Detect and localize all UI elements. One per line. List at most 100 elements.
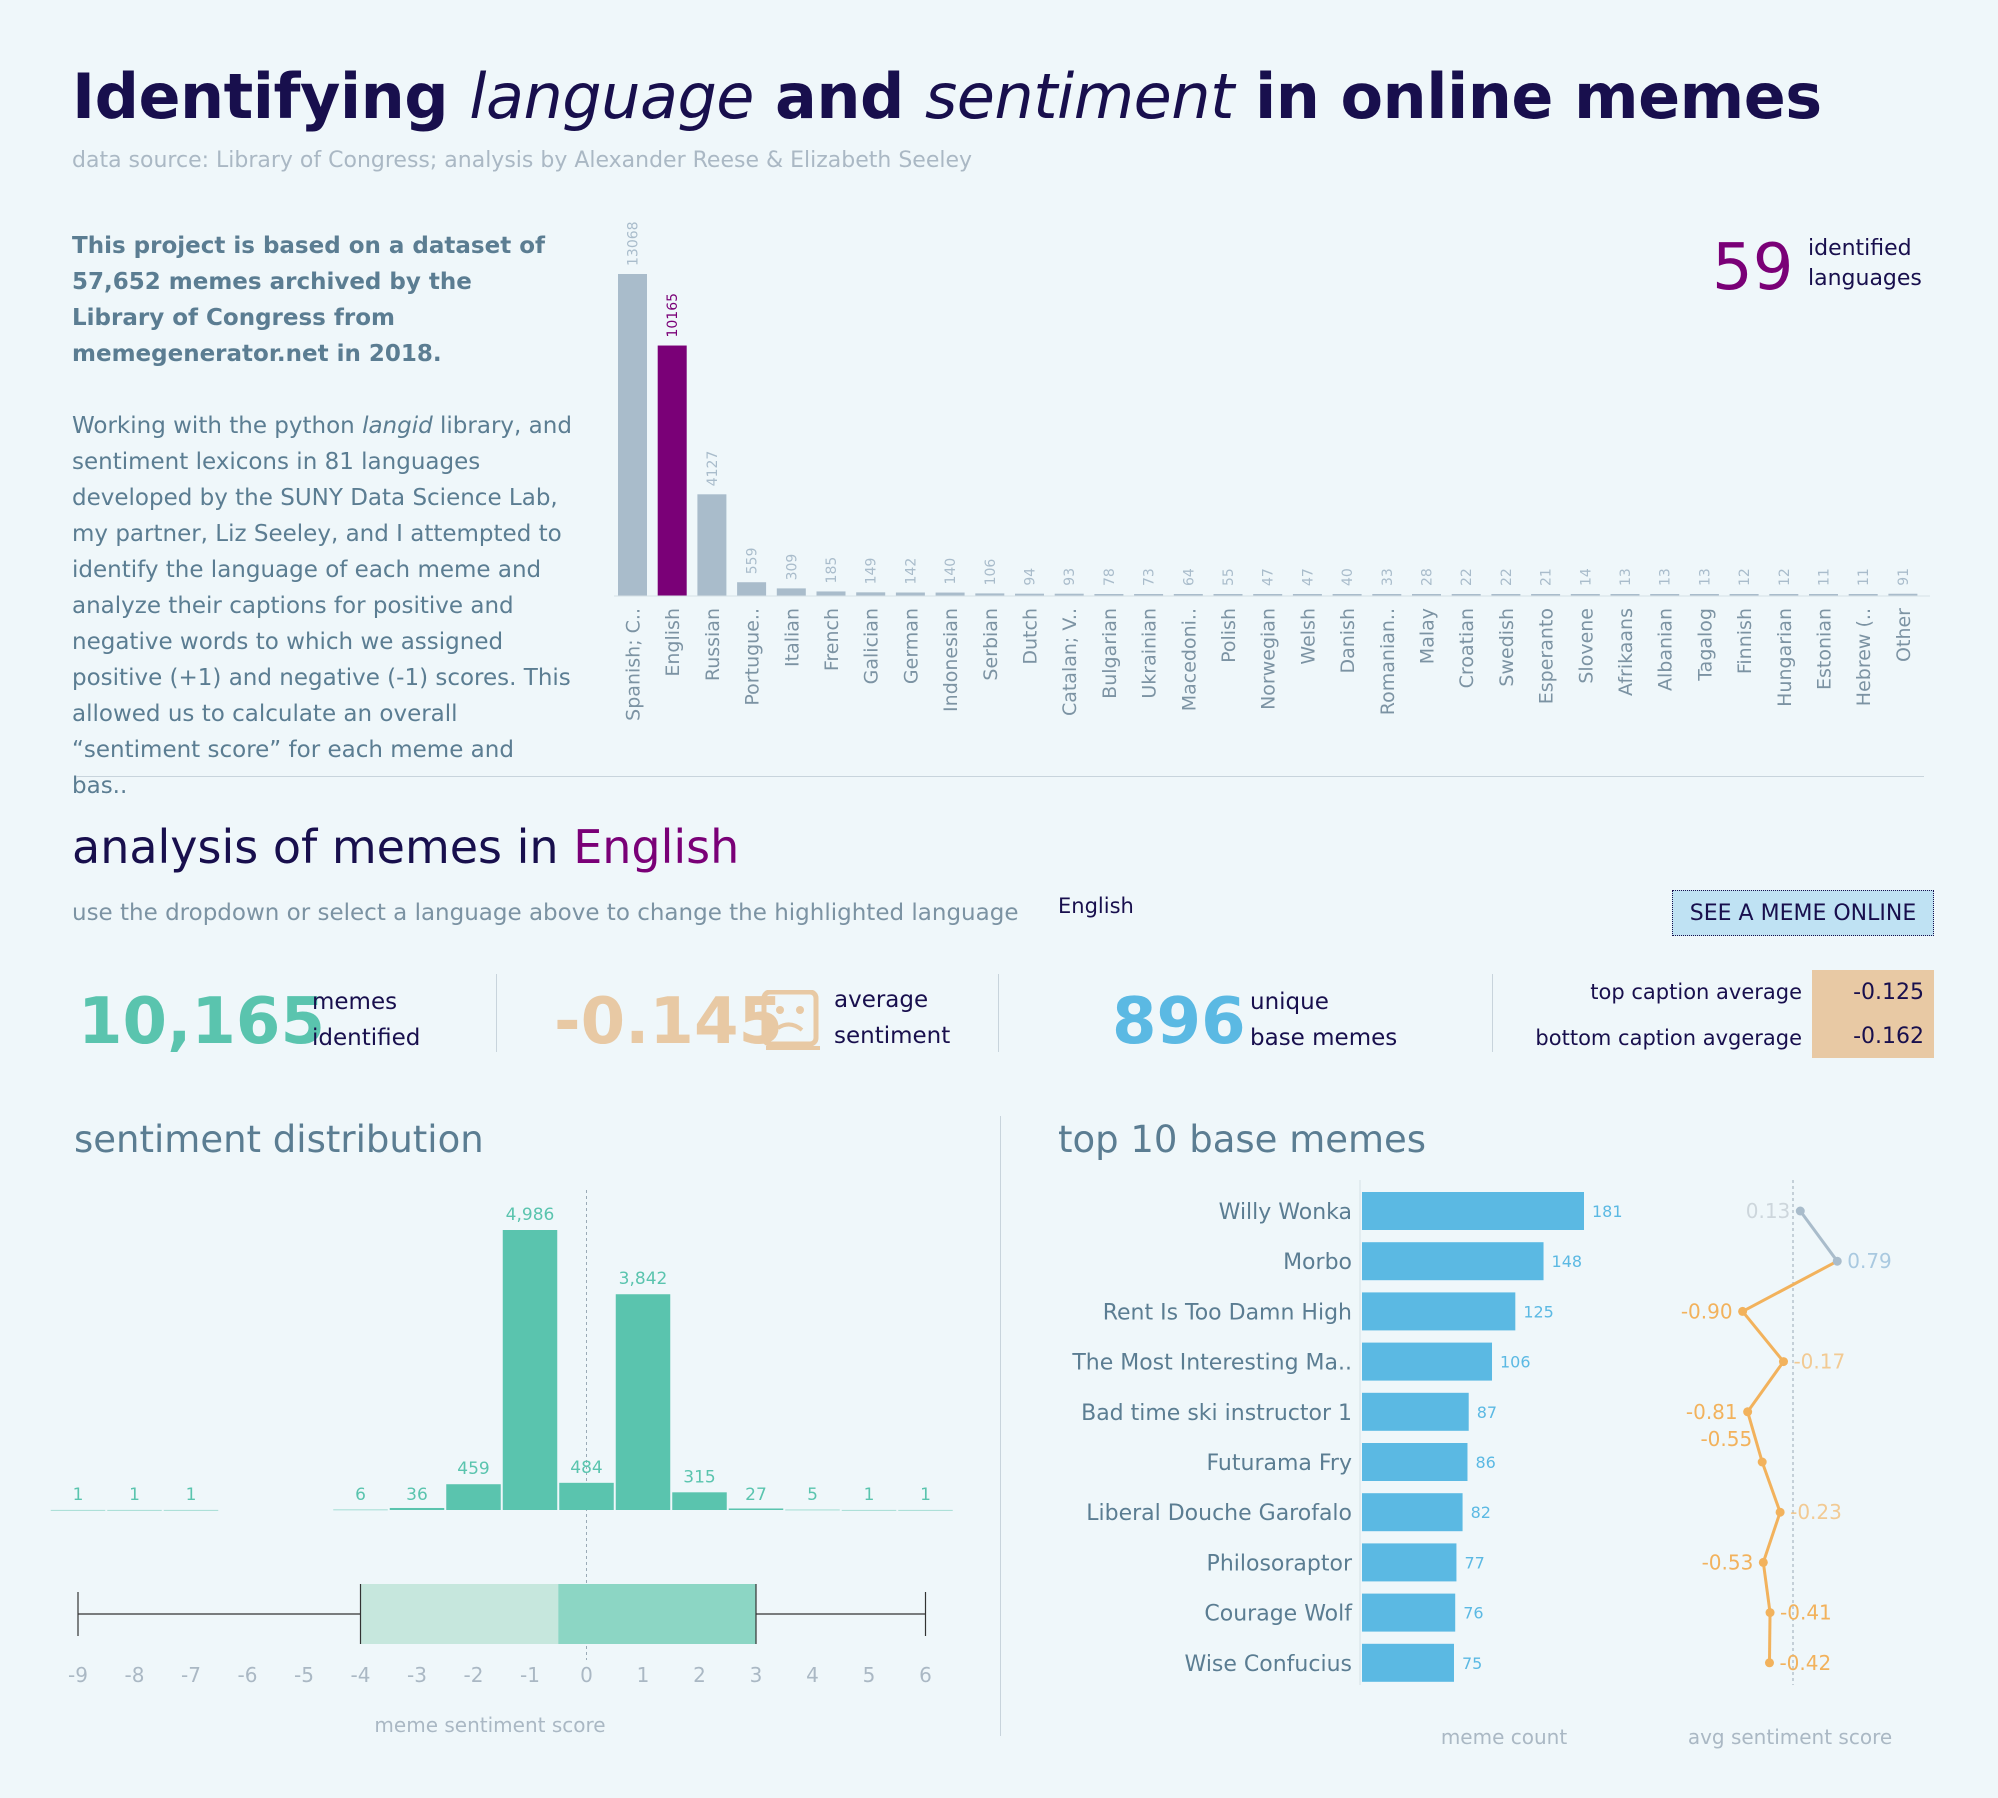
sentiment-value-label: -0.17 [1793, 1350, 1845, 1374]
dist-value-label: 459 [457, 1459, 489, 1479]
dist-value-label: 4,986 [506, 1205, 555, 1225]
memes-identified-value: 10,165 [78, 985, 325, 1059]
lang-category-label: Croatian [1456, 608, 1478, 688]
lang-bar-15[interactable] [1173, 594, 1203, 596]
lang-value-label: 12 [1737, 568, 1753, 586]
lang-bar-1[interactable] [618, 274, 647, 596]
sentiment-point [1757, 1457, 1767, 1467]
lang-value-label: 13 [1618, 568, 1634, 586]
dist-value-label: 3,842 [619, 1269, 668, 1289]
lang-category-label: Other [1893, 608, 1915, 662]
lang-bar-10[interactable] [975, 593, 1005, 596]
lang-value-label: 93 [1062, 568, 1078, 586]
lang-bar-4[interactable] [737, 582, 767, 596]
dist-tick-label: 0 [580, 1663, 593, 1687]
dist-bar [672, 1492, 727, 1510]
sentiment-line-segment [1741, 1310, 1785, 1363]
languages-count: 59 [1712, 231, 1794, 305]
top10-bar [1362, 1493, 1463, 1532]
sentiment-line-segment [1760, 1461, 1782, 1513]
lang-bar-8[interactable] [895, 592, 925, 596]
lang-bar-3[interactable] [697, 494, 727, 596]
lang-bar-24[interactable] [1531, 594, 1561, 596]
top10-value-label: 148 [1552, 1252, 1583, 1271]
sentiment-line-segment [1761, 1562, 1772, 1613]
lang-category-label: Spanish; C.. [623, 608, 645, 721]
lang-bar-18[interactable] [1292, 594, 1322, 596]
lang-bar-5[interactable] [776, 588, 806, 596]
sentiment-point [1765, 1608, 1775, 1618]
lang-bar-29[interactable] [1729, 594, 1759, 596]
dist-tick-label: -1 [520, 1663, 540, 1687]
lang-value-label: 4127 [705, 451, 721, 487]
top10-bar [1362, 1543, 1457, 1582]
confused-face-icon [761, 990, 820, 1050]
dist-value-label: 1 [186, 1485, 197, 1505]
top10-axis-label: meme count [1441, 1725, 1568, 1749]
bottom-caption-label: bottom caption avgerage [1535, 1026, 1802, 1050]
dist-tick-label: -5 [294, 1663, 314, 1687]
top10-value-label: 86 [1475, 1453, 1495, 1472]
lang-value-label: 140 [943, 558, 959, 585]
boxplot-upper-box [558, 1584, 756, 1644]
lang-bar-2[interactable] [657, 345, 687, 596]
lang-category-label: Welsh [1297, 608, 1319, 665]
lang-bar-14[interactable] [1134, 594, 1164, 596]
lang-bar-30[interactable] [1769, 594, 1799, 596]
lang-bar-22[interactable] [1451, 594, 1481, 596]
lang-bar-21[interactable] [1412, 594, 1441, 596]
language-dropdown[interactable]: English [1058, 894, 1134, 918]
lang-value-label: 22 [1499, 568, 1515, 586]
top10-bar [1362, 1643, 1454, 1682]
lang-bar-31[interactable] [1809, 594, 1838, 596]
lang-bar-33[interactable] [1888, 593, 1918, 596]
lang-bar-11[interactable] [1015, 593, 1044, 596]
top10-base-memes-chart: Willy Wonka 181 Morbo 148 Rent Is Too Damn H… [1071, 1180, 1892, 1749]
lang-bar-7[interactable] [856, 592, 886, 596]
lang-bar-28[interactable] [1689, 594, 1719, 596]
see-meme-online-button[interactable]: SEE A MEME ONLINE [1672, 890, 1934, 936]
distribution-title: sentiment distribution [74, 1118, 484, 1161]
average-sentiment-label: average sentiment [834, 987, 951, 1049]
lang-category-label: Ukrainian [1139, 608, 1161, 699]
dist-bar [841, 1509, 897, 1511]
lang-value-label: 40 [1340, 568, 1356, 586]
lang-value-label: 149 [864, 558, 880, 585]
lang-category-label: Hebrew (.. [1853, 608, 1875, 706]
top10-value-label: 181 [1592, 1202, 1623, 1221]
lang-bar-19[interactable] [1332, 594, 1362, 596]
sentiment-axis-label: avg sentiment score [1688, 1725, 1892, 1749]
kpi-separator [998, 974, 999, 1052]
top10-meme-label: Rent Is Too Damn High [1103, 1300, 1352, 1325]
dist-tick-label: 6 [919, 1663, 932, 1687]
lang-bar-6[interactable] [816, 591, 846, 596]
lang-bar-13[interactable] [1094, 594, 1124, 596]
lang-value-label: 47 [1261, 568, 1277, 586]
lang-bar-20[interactable] [1372, 594, 1402, 596]
average-sentiment-value: -0.145 [554, 985, 783, 1059]
lang-bar-27[interactable] [1650, 594, 1680, 596]
lang-category-label: Indonesian [940, 608, 962, 712]
dist-tick-label: -8 [125, 1663, 145, 1687]
section-vertical-separator [1000, 1116, 1001, 1736]
lang-bar-12[interactable] [1054, 593, 1084, 596]
top10-meme-label: Wise Confucius [1185, 1652, 1352, 1677]
unique-base-memes-label: unique base memes [1250, 989, 1398, 1051]
languages-count-label: identified languages [1808, 236, 1922, 291]
language-bar-chart[interactable]: 13068 Spanish; C.. 10165 English 4127 Russian… [610, 210, 1940, 750]
lang-bar-26[interactable] [1610, 594, 1640, 596]
lang-bar-23[interactable] [1491, 594, 1521, 596]
lang-bar-32[interactable] [1848, 594, 1878, 596]
lang-bar-17[interactable] [1253, 594, 1283, 596]
top-caption-value: -0.125 [1812, 970, 1934, 1014]
lang-value-label: 64 [1181, 568, 1197, 586]
lang-bar-16[interactable] [1213, 594, 1243, 596]
lang-value-label: 28 [1420, 568, 1436, 586]
lang-category-label: Afrikaans [1615, 608, 1637, 696]
lang-bar-9[interactable] [935, 592, 965, 596]
dist-value-label: 36 [406, 1485, 428, 1505]
lang-value-label: 47 [1300, 568, 1316, 586]
lang-bar-25[interactable] [1570, 594, 1600, 596]
lang-category-label: Swedish [1496, 608, 1518, 687]
lang-category-label: Estonian [1814, 608, 1836, 690]
